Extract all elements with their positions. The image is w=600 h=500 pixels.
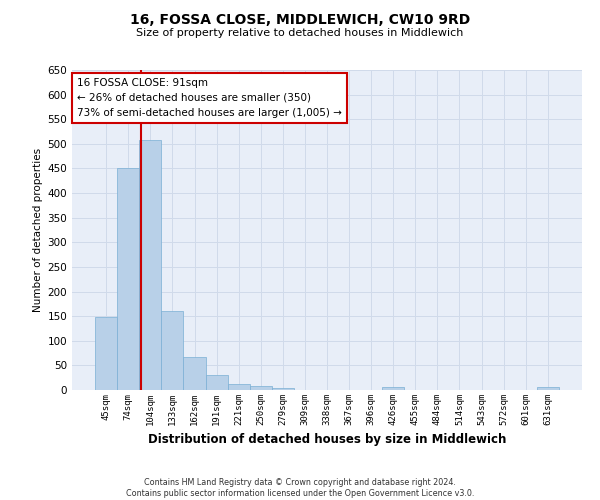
Text: Contains HM Land Registry data © Crown copyright and database right 2024.
Contai: Contains HM Land Registry data © Crown c… <box>126 478 474 498</box>
Y-axis label: Number of detached properties: Number of detached properties <box>33 148 43 312</box>
Bar <box>184 356 206 390</box>
Bar <box>250 386 272 390</box>
Bar <box>382 387 404 390</box>
Bar <box>161 311 184 390</box>
X-axis label: Distribution of detached houses by size in Middlewich: Distribution of detached houses by size … <box>148 434 506 446</box>
Bar <box>227 384 250 390</box>
Bar <box>537 387 559 390</box>
Bar <box>139 140 161 390</box>
Text: 16 FOSSA CLOSE: 91sqm
← 26% of detached houses are smaller (350)
73% of semi-det: 16 FOSSA CLOSE: 91sqm ← 26% of detached … <box>77 78 342 118</box>
Text: 16, FOSSA CLOSE, MIDDLEWICH, CW10 9RD: 16, FOSSA CLOSE, MIDDLEWICH, CW10 9RD <box>130 12 470 26</box>
Bar <box>95 317 117 390</box>
Bar <box>117 168 139 390</box>
Text: Size of property relative to detached houses in Middlewich: Size of property relative to detached ho… <box>136 28 464 38</box>
Bar <box>272 388 294 390</box>
Bar <box>206 375 227 390</box>
